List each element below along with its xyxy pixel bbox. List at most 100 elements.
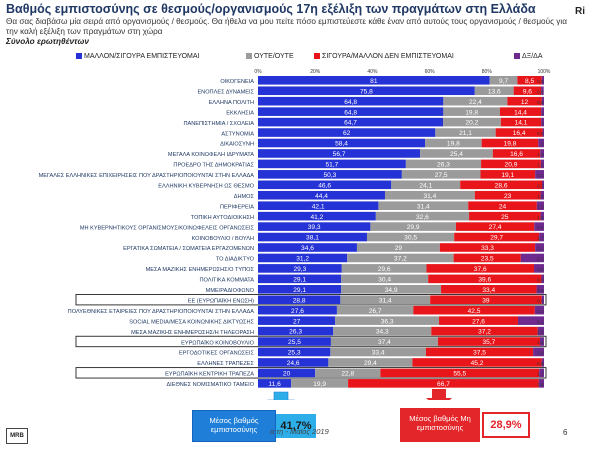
bar-neutral xyxy=(336,305,414,315)
data-label-dk: 3,1 xyxy=(537,246,544,251)
bar-neutral xyxy=(341,274,429,284)
data-label-neutral: 19,8 xyxy=(447,141,460,148)
category-label: ΕΕ (ΕΥΡΩΠΑΪΚΗ ΕΝΩΣΗ) xyxy=(188,297,254,304)
data-label-dk: 0,9 xyxy=(537,277,544,282)
category-label: ΜΗ ΚΥΒΕΡΝΗΤΙΚΟΥΣ ΟΡΓΑΝΙΣΜΟΥΣ/ΚΟΙΝΩΦΕΛΕΙΣ… xyxy=(80,225,255,231)
data-label-neutral: 29 xyxy=(395,245,403,252)
bar-trust xyxy=(258,201,379,210)
data-label-neutral: 19,9 xyxy=(313,381,326,388)
data-label-dk: 1,2 xyxy=(537,215,544,220)
bar-dk xyxy=(541,274,544,284)
bar-trust xyxy=(258,379,292,388)
tick-label: 40% xyxy=(367,69,378,75)
data-label-distrust: 23,5 xyxy=(481,256,494,263)
bar-dk xyxy=(541,117,544,127)
data-label-neutral: 30,4 xyxy=(378,276,391,283)
bar-trust xyxy=(258,285,342,294)
distrust-arrow xyxy=(426,389,452,400)
data-label-neutral: 19,8 xyxy=(465,109,478,116)
category-label: ΚΟΙΝΟΒΟΥΛΙΟ / ΒΟΥΛΗ xyxy=(192,236,254,242)
legend-item-neutral: ΟΥΤΕ/ΟΥΤΕ xyxy=(246,53,294,60)
data-label-trust: 41,2 xyxy=(310,214,323,221)
category-label: ΤΟΠΙΚΗ ΑΥΤΟΔΙΟΙΚΗΣΗ xyxy=(191,215,254,221)
bar-neutral xyxy=(335,316,440,325)
bar-distrust xyxy=(460,180,542,190)
mean-trust-label: Μέσος βαθμός εμπιστοσύνης xyxy=(192,410,276,442)
highlight-frame xyxy=(75,335,547,348)
data-label-neutral: 24,1 xyxy=(419,182,432,189)
data-label-neutral: 27,5 xyxy=(435,172,448,179)
data-label-distrust: 14,4 xyxy=(514,109,527,116)
bar-distrust xyxy=(469,211,541,221)
data-label-dk: 2,2 xyxy=(537,330,544,335)
data-label-trust: 51,7 xyxy=(326,162,339,169)
data-label-neutral: 37,4 xyxy=(378,339,391,346)
bar-distrust xyxy=(425,347,534,357)
bar-dk xyxy=(533,264,544,273)
bar-neutral xyxy=(405,159,482,169)
bar-dk xyxy=(541,96,544,106)
bar-neutral xyxy=(391,180,461,190)
bar-dk xyxy=(541,107,544,116)
category-label: ΕΝΟΠΛΕΣ ΔΥΝΑΜΕΙΣ xyxy=(197,89,254,95)
data-label-trust: 27,6 xyxy=(291,308,304,315)
tick-label: 100% xyxy=(538,69,551,75)
category-label: ΠΟΛΙΤΙΚΑ ΚΟΜΜΑΤΑ xyxy=(199,278,254,284)
chart-question: Θα σας διαβάσω μία σειρά από οργανισμούς… xyxy=(6,17,567,36)
legend-swatch-neutral xyxy=(246,53,252,60)
mean-distrust-label: Μέσος βαθμός Μη εμπιστοσύνης xyxy=(400,408,480,442)
bar-neutral xyxy=(474,86,514,96)
data-label-neutral: 32,6 xyxy=(416,214,429,221)
bar-dk xyxy=(541,295,544,305)
data-label-distrust: 23 xyxy=(504,193,512,200)
bar-dk xyxy=(537,326,544,336)
data-label-neutral: 26,7 xyxy=(369,308,382,315)
data-label-distrust: 24 xyxy=(499,203,507,210)
data-label-trust: 81 xyxy=(370,78,378,85)
data-label-trust: 11,6 xyxy=(268,381,281,388)
bar-trust xyxy=(258,159,406,169)
data-label-distrust: 12 xyxy=(521,99,529,106)
bar-trust xyxy=(258,316,336,325)
category-label: ΜΜΕ/ΡΑΔΙΟΦΩΝΟ xyxy=(206,288,255,294)
bar-distrust xyxy=(413,305,535,315)
data-label-dk: 1,3 xyxy=(537,152,544,157)
bar-dk xyxy=(536,201,544,210)
bar-neutral xyxy=(366,232,455,242)
bar-neutral xyxy=(340,295,431,305)
data-label-dk: 1,1 xyxy=(537,163,544,168)
legend-swatch-dk xyxy=(514,53,520,60)
bar-trust xyxy=(258,96,444,106)
tick-label: 60% xyxy=(425,69,436,75)
category-label: ΜΕΣΑ ΜΑΖΙΚΗΣ ΕΝΗΜΕΡΩΣΗΣ/Η ΤΗΛΕΟΡΑΣΗ xyxy=(131,330,254,336)
bar-distrust xyxy=(455,222,535,231)
data-label-distrust: 42,5 xyxy=(468,308,481,315)
base-note: Σύνολο ερωτηθέντων xyxy=(6,37,89,46)
data-label-dk: 9,1 xyxy=(537,319,544,324)
data-label-distrust: 33,3 xyxy=(481,245,494,252)
data-label-dk: 3,2 xyxy=(537,309,544,314)
bar-dk xyxy=(539,232,544,242)
data-label-trust: 29,1 xyxy=(293,287,306,294)
bar-neutral xyxy=(341,264,427,273)
bar-neutral xyxy=(443,96,508,106)
category-label: ΜΕΓΑΛΑ ΚΟΙΝΩΦΕΛΗ ΙΔΡΥΜΑΤΑ xyxy=(168,152,254,158)
category-label: ΕΚΚΛΗΣΙΑ xyxy=(226,110,254,116)
data-label-distrust: 8,5 xyxy=(525,78,534,85)
bar-neutral xyxy=(341,285,442,294)
data-label-trust: 25,5 xyxy=(288,339,301,346)
data-label-neutral: 29,6 xyxy=(378,266,391,273)
bar-neutral xyxy=(291,379,349,388)
bar-dk xyxy=(540,211,544,221)
category-label: ΑΣΤΥΝΟΜΙΑ xyxy=(221,131,254,137)
bar-trust xyxy=(258,170,402,179)
bar-dk xyxy=(534,305,544,315)
bar-dk xyxy=(538,138,544,148)
bar-dk xyxy=(535,170,544,179)
data-label-trust: 29,1 xyxy=(293,276,306,283)
bar-dk xyxy=(542,128,544,137)
bar-dk xyxy=(517,316,544,325)
bar-distrust xyxy=(499,107,542,116)
data-label-dk: 0,9 xyxy=(537,89,544,94)
bar-neutral xyxy=(443,117,501,127)
